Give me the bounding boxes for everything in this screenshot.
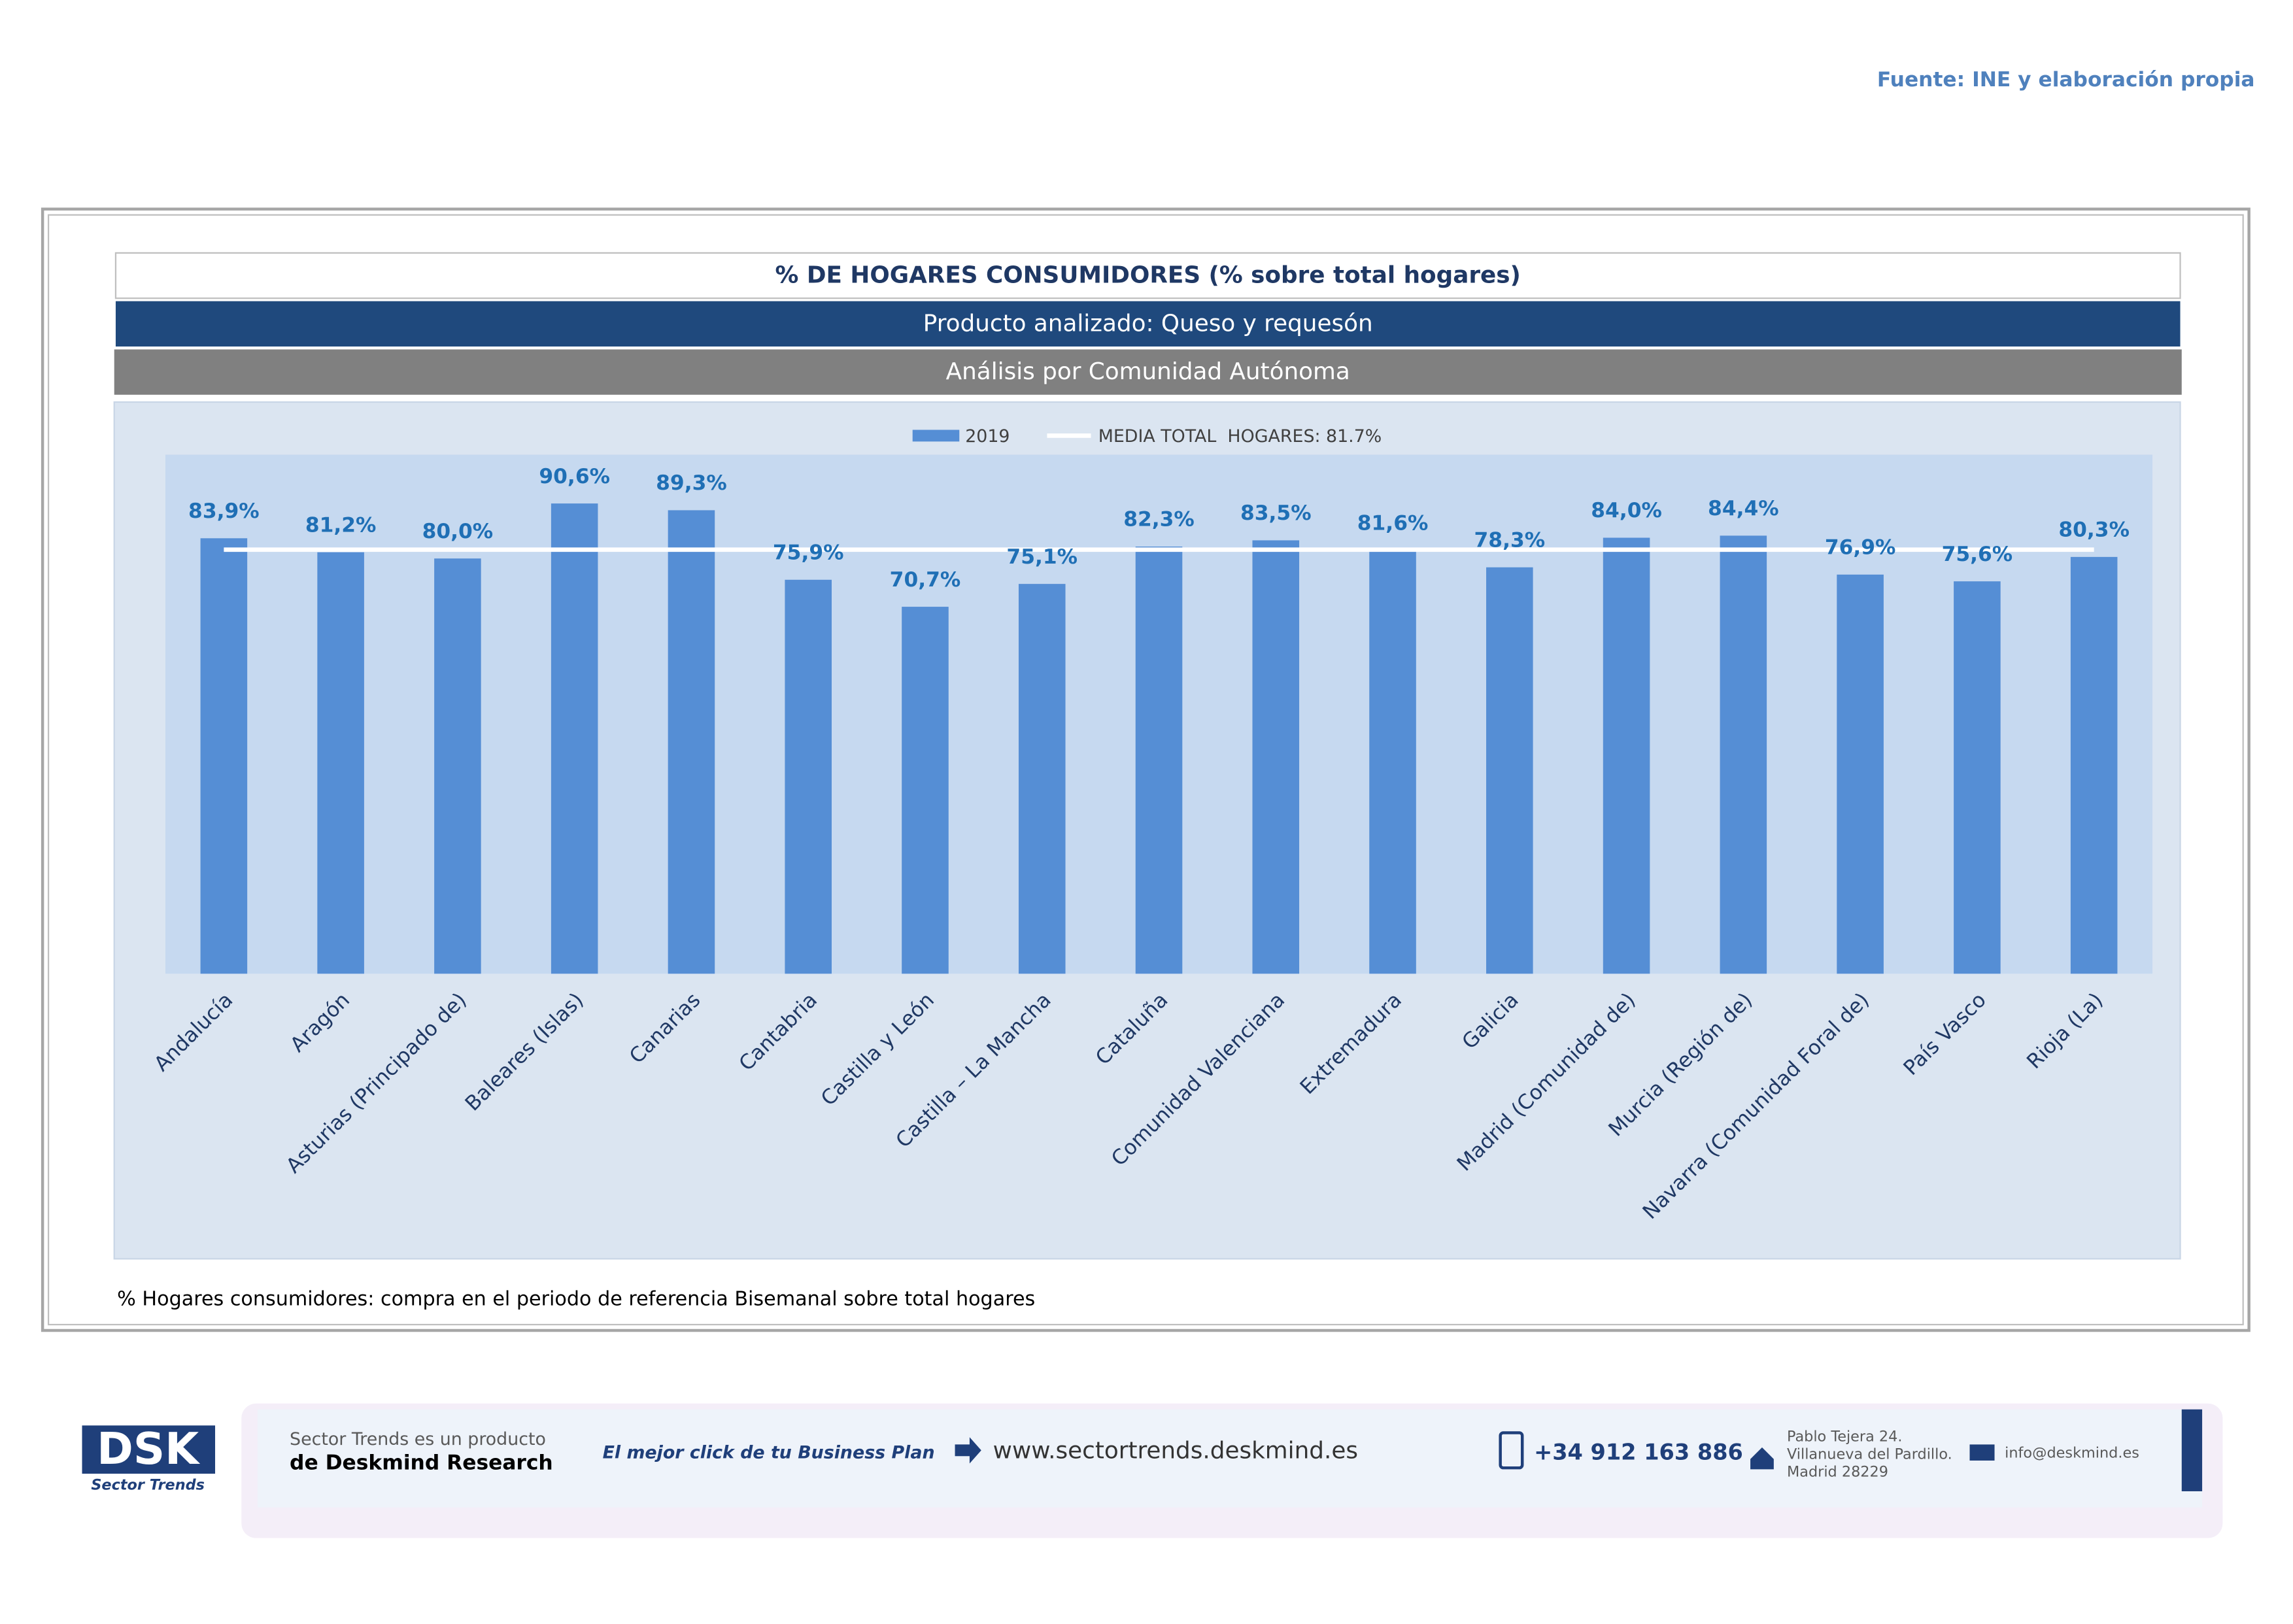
bar [317,552,364,974]
web: www.sectortrends.deskmind.es [993,1438,1358,1464]
phone: +34 912 163 886 [1534,1439,1743,1464]
logo-sub: Sector Trends [91,1477,205,1494]
footer: DSK Sector Trends Sector Trends es un pr… [82,1403,2223,1538]
bar [200,538,248,974]
source: Fuente: INE y elaboración propia [1877,68,2255,92]
value-label: 76,9% [1825,536,1896,560]
bar [1252,540,1300,974]
footer-band [257,1409,2203,1508]
product: Producto analizado: Queso y requesón [923,310,1373,337]
footer-accent [2181,1409,2203,1491]
slogan: El mejor click de tu Business Plan [603,1442,935,1463]
bar [1837,574,1884,974]
bar [1720,535,1767,974]
value-label: 82,3% [1123,508,1195,532]
bar [902,607,949,974]
value-label: 75,9% [773,541,844,565]
web-icon [955,1437,981,1464]
value-label: 81,2% [305,513,377,537]
phone-icon [1499,1431,1524,1470]
bar [668,510,715,974]
value-label: 80,3% [2058,518,2130,542]
product-box [115,301,2181,347]
logo-box [82,1425,216,1474]
bar [1954,581,2001,974]
analysis: Análisis por Comunidad Autónoma [946,358,1350,385]
analysis-box [114,349,2182,395]
value-label: 90,6% [539,465,610,488]
logo: DSK [97,1423,201,1474]
bar [2070,556,2118,974]
product-line1: Sector Trends es un producto [290,1429,546,1449]
value-label: 89,3% [656,471,727,495]
value-label: 84,4% [1708,497,1779,520]
bar [785,579,832,974]
address-1: Pablo Tejera 24. [1787,1429,1903,1446]
frame-inner [47,214,2244,1326]
title-box [114,252,2181,299]
bar [1018,584,1066,974]
address-2: Villanueva del Pardillo. [1787,1446,1952,1463]
bar [551,503,598,974]
value-label: 70,7% [890,568,961,592]
product-line2: de Deskmind Research [290,1451,553,1474]
value-label: 83,5% [1240,501,1312,525]
email: info@deskmind.es [2005,1444,2139,1461]
value-label: 83,9% [188,499,260,523]
footnote: % Hogares consumidores: compra en el per… [117,1288,1035,1311]
legend-label: 2019 [965,426,1010,447]
bar [1135,546,1183,974]
mail-icon [1969,1444,1995,1461]
bar [1603,537,1650,974]
bar [1486,567,1533,974]
bar [434,558,481,974]
value-label: 84,0% [1591,499,1662,522]
bar [1369,550,1416,974]
legend-label: MEDIA TOTAL HOGARES: 81.7% [1098,426,1382,447]
value-label: 78,3% [1474,528,1546,552]
address-3: Madrid 28229 [1787,1463,1888,1480]
frame-outer [41,207,2251,1332]
title: % DE HOGARES CONSUMIDORES (% sobre total… [775,262,1521,289]
home-icon [1750,1447,1774,1470]
value-label: 75,1% [1006,545,1078,569]
value-label: 81,6% [1357,511,1429,535]
legend-swatch [912,430,960,442]
value-label: 75,6% [1942,543,2013,566]
value-label: 80,0% [422,520,494,543]
